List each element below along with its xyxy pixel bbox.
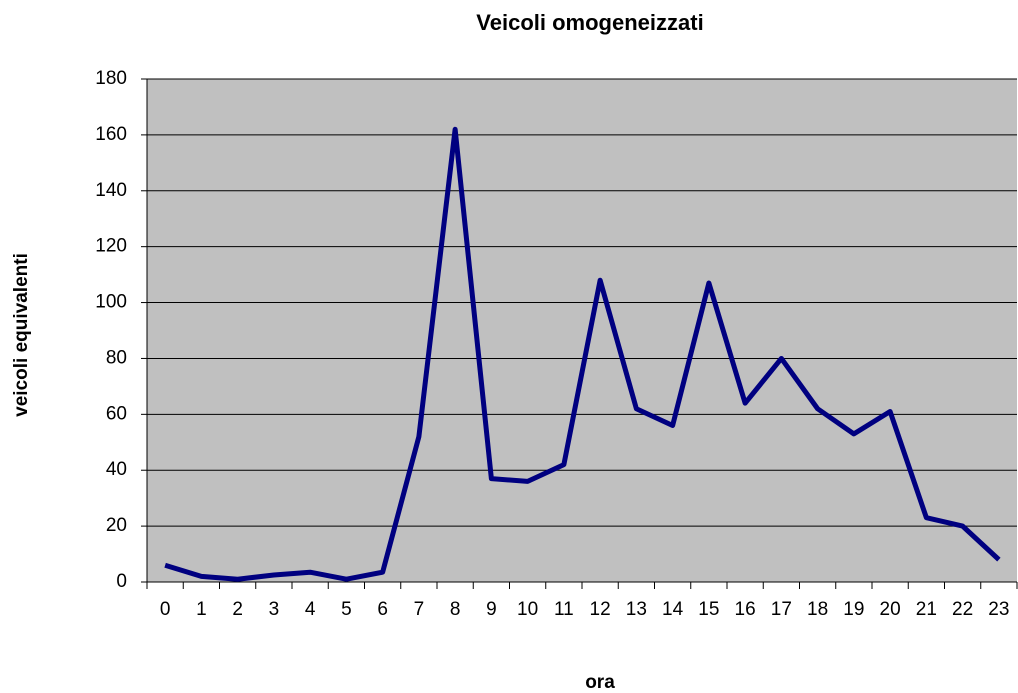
x-tick-label: 6: [377, 599, 388, 620]
y-tick-label: 120: [95, 236, 127, 257]
x-tick-label: 19: [843, 599, 864, 620]
x-tick-label: 9: [486, 599, 497, 620]
x-tick-label: 17: [771, 599, 792, 620]
x-tick-label: 23: [988, 599, 1009, 620]
data-line: [164, 126, 1001, 582]
y-tick-label: 80: [106, 347, 127, 368]
x-tick-label: 3: [269, 599, 280, 620]
y-tick-label: 160: [95, 124, 127, 145]
x-tick-label: 22: [952, 599, 973, 620]
x-tick-label: 0: [160, 599, 171, 620]
y-axis-title: veicoli equivalenti: [11, 253, 32, 417]
x-tick-label: 12: [590, 599, 611, 620]
y-tick-label: 20: [106, 515, 127, 536]
x-tick-label: 16: [735, 599, 756, 620]
y-tick-label: 100: [95, 292, 127, 313]
x-tick-label: 10: [517, 599, 538, 620]
x-tick-label: 14: [662, 599, 684, 620]
x-tick-label: 8: [450, 599, 461, 620]
x-tick-label: 15: [698, 599, 719, 620]
chart-title: Veicoli omogeneizzati: [476, 10, 703, 35]
x-tick-label: 18: [807, 599, 828, 620]
x-axis-title: ora: [585, 672, 615, 693]
y-tick-label: 0: [116, 571, 127, 592]
y-tick-label: 60: [106, 403, 127, 424]
y-tick-label: 140: [95, 180, 127, 201]
x-tick-label: 20: [880, 599, 901, 620]
x-tick-label: 1: [196, 599, 207, 620]
x-tick-label: 21: [916, 599, 937, 620]
x-tick-label: 7: [414, 599, 425, 620]
x-tick-label: 11: [554, 599, 574, 620]
x-tick-label: 2: [232, 599, 243, 620]
x-tick-label: 5: [341, 599, 352, 620]
x-tick-label: 13: [626, 599, 647, 620]
plot-area: [147, 79, 1017, 582]
y-tick-label: 40: [106, 459, 127, 480]
y-tick-label: 180: [95, 68, 127, 89]
x-tick-label: 4: [305, 599, 316, 620]
